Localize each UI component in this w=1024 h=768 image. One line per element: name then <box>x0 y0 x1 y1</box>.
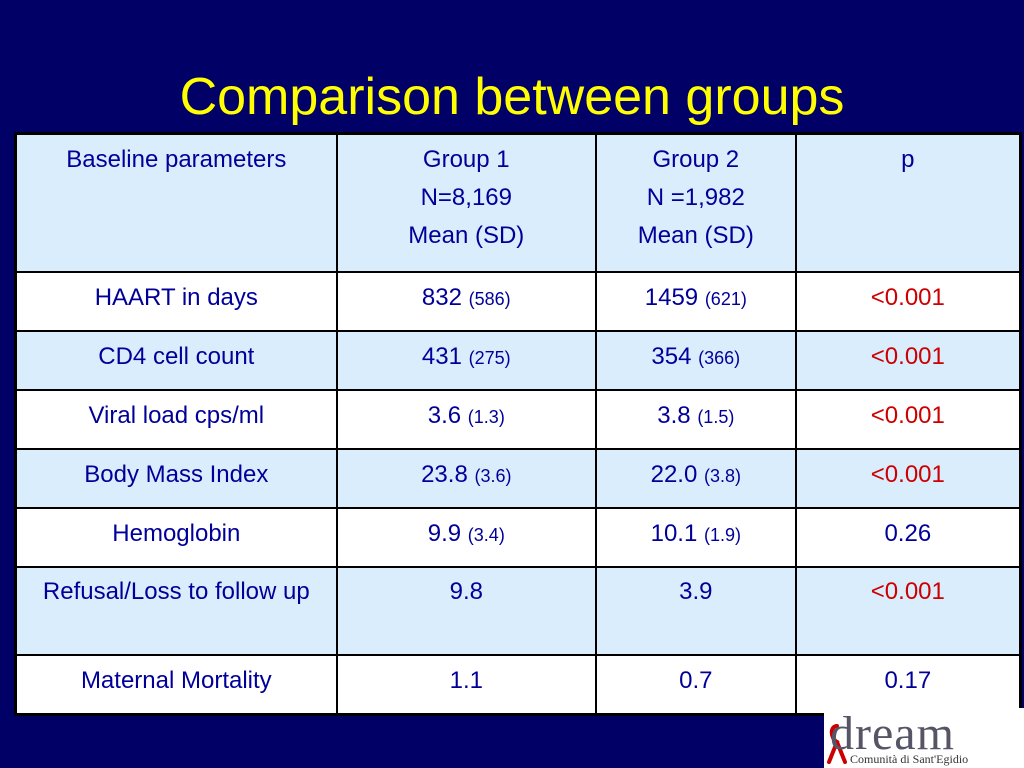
group-1-mean: 431 <box>421 343 462 370</box>
header-group-1: Group 1 N=8,169 Mean (SD) <box>335 132 597 273</box>
header-group-1-n: N=8,169 <box>420 184 512 211</box>
row-group-2-value: 3.8 (1.5) <box>594 389 797 450</box>
row-group-1-value: 3.6 (1.3) <box>335 389 597 450</box>
group-2-mean: 0.7 <box>679 667 713 694</box>
row-group-1-value: 23.8 (3.6) <box>335 448 597 509</box>
group-2-sd: (621) <box>704 289 747 309</box>
group-2-mean: 1459 <box>644 284 699 311</box>
row-p-value: <0.001 <box>794 566 1022 656</box>
row-group-1-value: 9.9 (3.4) <box>335 507 597 568</box>
table-row: Body Mass Index 23.8 (3.6) 22.0 (3.8) <0… <box>14 448 1022 509</box>
group-1-mean: 9.8 <box>449 578 483 605</box>
header-group-1-name: Group 1 <box>422 146 510 173</box>
table-row: HAART in days 832 (586) 1459 (621) <0.00… <box>14 271 1022 332</box>
row-group-1-value: 9.8 <box>335 566 597 656</box>
group-1-mean: 23.8 <box>421 461 468 488</box>
header-group-2-stat: Mean (SD) <box>637 222 754 249</box>
row-parameter: Hemoglobin <box>14 507 338 568</box>
group-2-sd: (1.9) <box>703 525 741 545</box>
dream-logo: dream Comunità di Sant'Egidio <box>824 708 1024 768</box>
group-2-sd: (366) <box>698 348 741 368</box>
header-baseline-parameters: Baseline parameters <box>14 132 338 273</box>
group-1-mean: 3.6 <box>427 402 462 429</box>
row-parameter: Viral load cps/ml <box>14 389 338 450</box>
group-1-sd: (275) <box>468 348 511 368</box>
row-p-value: <0.001 <box>794 330 1022 391</box>
table-row: Hemoglobin 9.9 (3.4) 10.1 (1.9) 0.26 <box>14 507 1022 568</box>
slide-title: Comparison between groups <box>179 68 845 126</box>
row-parameter: Body Mass Index <box>14 448 338 509</box>
aids-ribbon-icon <box>827 724 847 764</box>
group-1-sd: (1.3) <box>467 407 505 427</box>
logo-wordmark: dream <box>830 707 955 760</box>
row-group-1-value: 431 (275) <box>335 330 597 391</box>
row-p-value: 0.26 <box>794 507 1022 568</box>
header-group-2-name: Group 2 <box>652 146 740 173</box>
row-p-value: <0.001 <box>794 448 1022 509</box>
row-group-2-value: 354 (366) <box>594 330 797 391</box>
group-1-sd: (3.4) <box>467 525 505 545</box>
row-group-1-value: 1.1 <box>335 654 597 716</box>
row-group-2-value: 3.9 <box>594 566 797 656</box>
row-parameter: Maternal Mortality <box>14 654 338 716</box>
row-group-2-value: 0.7 <box>594 654 797 716</box>
row-group-1-value: 832 (586) <box>335 271 597 332</box>
row-parameter: HAART in days <box>14 271 338 332</box>
row-group-2-value: 22.0 (3.8) <box>594 448 797 509</box>
header-group-1-stat: Mean (SD) <box>408 222 525 249</box>
header-group-2-n: N =1,982 <box>646 184 745 211</box>
table-row: Refusal/Loss to follow up 9.8 3.9 <0.001 <box>14 566 1022 656</box>
group-1-mean: 832 <box>421 284 462 311</box>
table-row: CD4 cell count 431 (275) 354 (366) <0.00… <box>14 330 1022 391</box>
row-p-value: 0.17 <box>794 654 1022 716</box>
group-2-mean: 354 <box>651 343 692 370</box>
logo-subtitle: Comunità di Sant'Egidio <box>850 752 969 766</box>
row-p-value: <0.001 <box>794 271 1022 332</box>
row-parameter: CD4 cell count <box>14 330 338 391</box>
table-header-row: Baseline parameters Group 1 N=8,169 Mean… <box>14 132 1022 273</box>
group-2-mean: 3.8 <box>657 402 691 429</box>
row-parameter: Refusal/Loss to follow up <box>14 566 338 656</box>
group-1-mean: 9.9 <box>427 520 462 547</box>
group-1-sd: (586) <box>468 289 511 309</box>
group-2-sd: (3.8) <box>703 466 741 486</box>
group-1-mean: 1.1 <box>449 667 483 694</box>
row-group-2-value: 10.1 (1.9) <box>594 507 797 568</box>
group-2-mean: 3.9 <box>679 578 713 605</box>
header-p-value: p <box>794 132 1022 273</box>
row-group-2-value: 1459 (621) <box>594 271 797 332</box>
group-2-sd: (1.5) <box>697 407 735 427</box>
group-2-mean: 22.0 <box>650 461 698 488</box>
row-p-value: <0.001 <box>794 389 1022 450</box>
header-group-2: Group 2 N =1,982 Mean (SD) <box>594 132 797 273</box>
group-1-sd: (3.6) <box>474 466 512 486</box>
table-row: Viral load cps/ml 3.6 (1.3) 3.8 (1.5) <0… <box>14 389 1022 450</box>
comparison-table: Baseline parameters Group 1 N=8,169 Mean… <box>14 132 1022 716</box>
group-2-mean: 10.1 <box>650 520 698 547</box>
table-row: Maternal Mortality 1.1 0.7 0.17 <box>14 654 1022 716</box>
